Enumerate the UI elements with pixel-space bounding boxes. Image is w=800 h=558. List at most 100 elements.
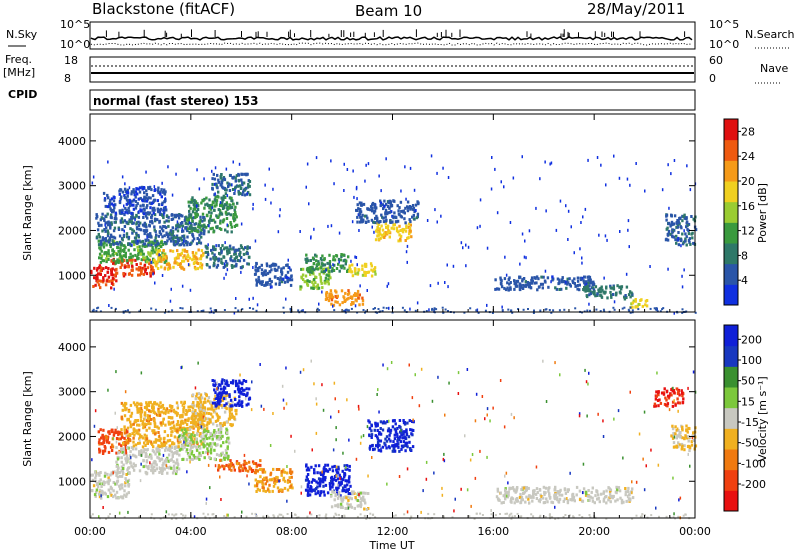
data-cell — [348, 488, 350, 491]
data-cell — [518, 276, 520, 279]
data-cell — [206, 427, 208, 430]
data-cell — [587, 282, 589, 285]
data-cell — [99, 236, 101, 239]
data-cell — [574, 499, 576, 502]
data-cell — [193, 445, 195, 448]
data-cell — [195, 457, 197, 460]
data-cell — [149, 197, 151, 200]
data-cell — [363, 508, 365, 511]
data-cell — [630, 307, 632, 309]
data-cell — [198, 234, 200, 237]
data-cell — [307, 163, 309, 166]
data-cell — [138, 424, 140, 427]
data-cell — [178, 217, 180, 220]
data-cell — [269, 279, 271, 282]
data-cell — [322, 264, 324, 267]
data-cell — [331, 490, 333, 493]
data-cell — [103, 192, 105, 195]
data-cell — [400, 201, 402, 204]
data-cell — [138, 266, 140, 269]
data-cell — [628, 309, 630, 311]
data-cell — [126, 259, 128, 262]
data-cell — [178, 225, 180, 228]
data-cell — [259, 459, 261, 462]
data-cell — [160, 421, 162, 424]
data-cell — [368, 434, 370, 437]
data-cell — [272, 478, 274, 481]
data-cell — [129, 243, 131, 246]
data-cell — [554, 486, 556, 489]
data-cell — [612, 496, 614, 499]
data-cell — [135, 223, 137, 226]
data-cell — [674, 238, 676, 241]
data-cell — [244, 189, 246, 192]
data-cell — [206, 437, 208, 440]
data-cell — [276, 468, 278, 471]
data-cell — [117, 246, 119, 249]
data-cell — [143, 191, 145, 194]
data-cell — [510, 498, 512, 501]
data-cell — [255, 262, 257, 265]
data-cell — [244, 461, 246, 464]
data-cell — [106, 473, 108, 476]
data-cell — [214, 443, 216, 446]
data-cell — [398, 233, 400, 236]
data-cell — [278, 468, 280, 471]
data-cell — [378, 308, 380, 310]
data-cell — [132, 188, 134, 191]
data-cell — [235, 409, 237, 412]
data-cell — [208, 456, 210, 459]
data-cell — [257, 303, 259, 306]
data-cell — [361, 268, 363, 271]
data-cell — [314, 281, 316, 284]
data-cell — [105, 266, 107, 269]
data-cell — [340, 265, 342, 268]
data-cell — [325, 294, 327, 297]
data-cell — [314, 254, 316, 257]
data-cell — [98, 240, 100, 243]
data-cell — [366, 217, 368, 220]
data-cell — [193, 419, 195, 422]
data-cell — [177, 262, 179, 265]
data-cell — [557, 278, 559, 281]
data-cell — [433, 309, 435, 311]
data-cell — [214, 391, 216, 394]
data-cell — [316, 486, 318, 489]
data-cell — [288, 279, 290, 282]
data-cell — [109, 236, 111, 239]
data-cell — [655, 398, 657, 401]
data-cell — [115, 446, 117, 449]
data-cell — [153, 200, 155, 203]
data-cell — [133, 191, 135, 194]
data-cell — [177, 445, 179, 448]
data-cell — [225, 402, 227, 405]
data-cell — [145, 171, 147, 174]
data-cell — [139, 186, 141, 189]
data-cell — [409, 218, 411, 221]
data-cell — [228, 418, 230, 421]
data-cell — [171, 442, 173, 445]
data-cell — [603, 277, 605, 280]
data-cell — [128, 256, 130, 259]
data-cell — [341, 289, 343, 292]
data-cell — [594, 494, 596, 497]
data-cell — [221, 213, 223, 216]
data-cell — [344, 485, 346, 488]
data-cell — [111, 249, 113, 252]
data-cell — [121, 456, 123, 459]
data-cell — [614, 500, 616, 503]
data-cell — [299, 230, 301, 233]
data-cell — [605, 287, 607, 290]
data-cell — [214, 434, 216, 437]
data-cell — [143, 196, 145, 199]
data-cell — [120, 428, 122, 431]
data-cell — [208, 224, 210, 227]
data-cell — [238, 179, 240, 182]
data-cell — [190, 446, 192, 449]
data-cell — [606, 239, 608, 242]
data-cell — [395, 216, 397, 219]
data-cell — [407, 261, 409, 264]
data-cell — [157, 444, 159, 447]
data-cell — [107, 161, 109, 164]
